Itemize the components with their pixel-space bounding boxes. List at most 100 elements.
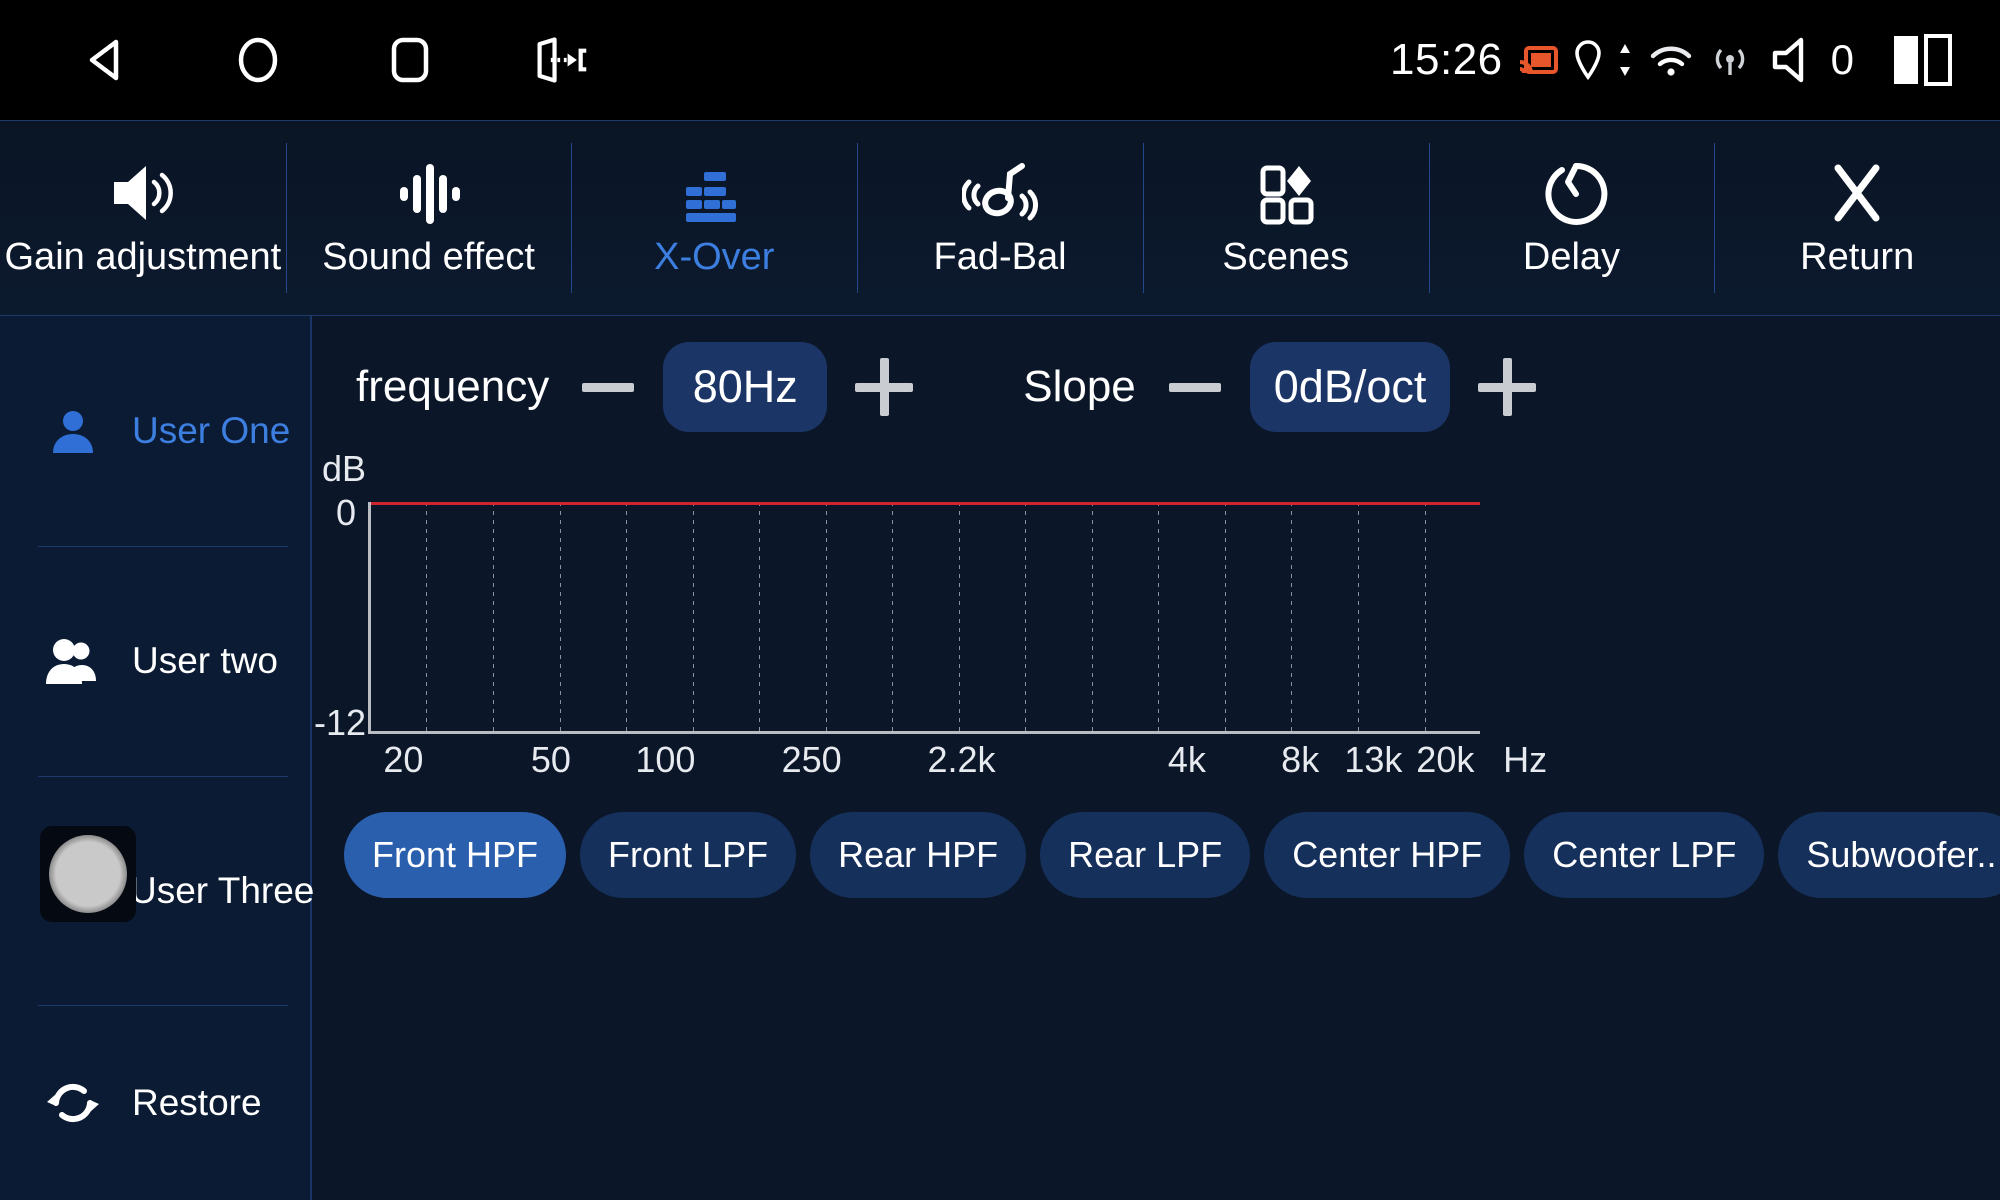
status-clock: 15:26: [1390, 35, 1503, 84]
grid-line: [1158, 502, 1160, 731]
equalizer-bars-icon: [677, 160, 751, 226]
slope-control: Slope 0dB/oct: [1023, 342, 1540, 432]
response-curve: [371, 502, 1480, 505]
x-axis-tick: 8k: [1281, 739, 1320, 780]
single-user-icon: [42, 405, 104, 457]
grid-line: [692, 502, 694, 731]
back-icon[interactable]: [78, 32, 134, 88]
tab-label: X-Over: [654, 236, 775, 278]
tab-label: Scenes: [1222, 236, 1350, 278]
status-bar: 15:26: [0, 0, 2000, 120]
sidebar-item-label: User One: [132, 409, 291, 451]
grid-line: [492, 502, 494, 731]
slope-plus-button[interactable]: [1474, 354, 1540, 420]
tab-label: Sound effect: [322, 236, 535, 278]
tab-label: Delay: [1522, 236, 1621, 278]
grid-line: [559, 502, 561, 731]
waveform-icon: [392, 160, 466, 226]
tab-label: Gain adjustment: [4, 236, 282, 278]
status-indicators: 15:26: [1390, 34, 2000, 86]
refresh-icon: [42, 1076, 104, 1130]
filter-button-front-lpf[interactable]: Front LPF: [580, 812, 797, 898]
sidebar-item-user-two[interactable]: User two: [0, 545, 310, 776]
grid-line: [825, 502, 827, 731]
grid-line: [1424, 502, 1426, 731]
grid-line: [1224, 502, 1226, 731]
tab-scenes[interactable]: Scenes: [1142, 121, 1429, 315]
broadcast-icon: [1709, 39, 1751, 81]
frequency-plus-button[interactable]: [851, 354, 917, 420]
recents-icon[interactable]: [382, 32, 438, 88]
slope-label: Slope: [1023, 362, 1136, 411]
tab-sound-effect[interactable]: Sound effect: [285, 121, 572, 315]
slope-value[interactable]: 0dB/oct: [1249, 342, 1451, 432]
tab-gain-adjustment[interactable]: Gain adjustment: [0, 121, 286, 315]
tab-return[interactable]: Return: [1714, 121, 2000, 315]
split-screen-icon: [1892, 34, 1954, 86]
filter-button-rear-hpf[interactable]: Rear HPF: [810, 812, 1027, 898]
x-axis-tick: 20k: [1416, 739, 1475, 780]
x-axis-tick: 250: [781, 739, 842, 780]
music-note-waves-icon: [962, 160, 1038, 226]
grid-line: [1025, 502, 1027, 731]
x-axis-tick: 50: [530, 739, 571, 780]
grid-line: [958, 502, 960, 731]
y-axis-tick-max: 0: [336, 492, 357, 533]
user-preset-sidebar: User One User two: [0, 316, 314, 1200]
cast-icon: [1517, 40, 1559, 80]
frequency-control: frequency 80Hz: [356, 342, 917, 432]
tab-x-over[interactable]: X-Over: [571, 121, 857, 315]
x-axis-tick: 2.2k: [927, 739, 996, 780]
timer-icon: [1534, 160, 1608, 226]
x-axis-tick: 100: [635, 739, 696, 780]
updown-arrows-icon: [1617, 40, 1633, 80]
sidebar-item-user-one[interactable]: User One: [0, 316, 310, 546]
grid-line: [626, 502, 628, 731]
crossover-panel: frequency 80Hz Slope 0dB/oct dB 0 -12: [312, 316, 2000, 1200]
sidebar-item-user-three[interactable]: User Three: [0, 775, 314, 1006]
sidebar-item-label: Restore: [132, 1081, 262, 1123]
volume-level: 0: [1830, 36, 1854, 83]
grid-line: [426, 502, 428, 731]
speaker-waves-icon: [106, 160, 180, 226]
eq-toolbar: Gain adjustment Sound effect: [0, 120, 2000, 316]
two-users-icon: [42, 635, 104, 687]
tab-delay[interactable]: Delay: [1428, 121, 1715, 315]
y-axis-unit: dB: [322, 448, 367, 489]
tab-label: Return: [1800, 236, 1915, 278]
x-axis: 20 50 100 250 2.2k 4k 8k 13k 20k Hz: [368, 739, 1548, 785]
frequency-minus-button[interactable]: [575, 354, 641, 420]
shapes-grid-icon: [1249, 160, 1323, 226]
y-axis-tick-min: -12: [314, 702, 367, 743]
grid-line: [759, 502, 761, 731]
filter-button-rear-lpf[interactable]: Rear LPF: [1040, 812, 1251, 898]
x-axis-tick: 13k: [1344, 739, 1403, 780]
frequency-label: frequency: [356, 362, 550, 411]
filter-button-center-hpf[interactable]: Center HPF: [1264, 812, 1511, 898]
sidebar-item-restore[interactable]: Restore: [0, 1005, 310, 1199]
sidebar-item-label: User Three: [130, 869, 315, 911]
frequency-value[interactable]: 80Hz: [663, 342, 828, 432]
three-users-icon: [42, 865, 102, 917]
home-icon[interactable]: [230, 32, 286, 88]
exit-app-icon[interactable]: [534, 32, 590, 88]
filter-button-group: Front HPF Front LPF Rear HPF Rear LPF Ce…: [344, 812, 2000, 898]
close-x-icon: [1820, 160, 1894, 226]
filter-button-subwoofer[interactable]: Subwoofer..: [1778, 812, 2000, 898]
wifi-icon: [1647, 40, 1695, 80]
location-pin-icon: [1573, 39, 1603, 81]
grid-line: [1291, 502, 1293, 731]
x-axis-tick: 4k: [1167, 739, 1206, 780]
slope-minus-button[interactable]: [1162, 354, 1228, 420]
grid-line: [892, 502, 894, 731]
grid-line: [1358, 502, 1359, 731]
tab-fad-bal[interactable]: Fad-Bal: [857, 121, 1143, 315]
android-nav-buttons: [0, 32, 590, 88]
x-axis-unit: Hz: [1503, 739, 1548, 780]
tab-label: Fad-Bal: [933, 236, 1067, 278]
plot-area: [368, 502, 1480, 734]
sidebar-item-label: User two: [132, 639, 278, 681]
filter-button-front-hpf[interactable]: Front HPF: [344, 812, 567, 898]
filter-button-center-lpf[interactable]: Center LPF: [1524, 812, 1765, 898]
